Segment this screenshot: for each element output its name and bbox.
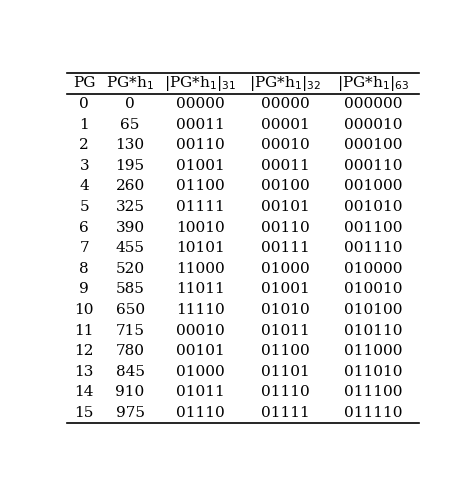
Text: 01100: 01100 <box>176 180 225 193</box>
Text: 001110: 001110 <box>344 241 402 255</box>
Text: 11: 11 <box>74 324 94 337</box>
Text: 780: 780 <box>116 344 145 358</box>
Text: 00000: 00000 <box>176 97 225 111</box>
Text: 390: 390 <box>116 221 145 235</box>
Text: 000100: 000100 <box>344 138 402 152</box>
Text: 01111: 01111 <box>176 200 225 214</box>
Text: 455: 455 <box>116 241 145 255</box>
Text: 10: 10 <box>74 303 94 317</box>
Text: 000110: 000110 <box>344 159 402 173</box>
Text: 1: 1 <box>79 118 89 132</box>
Text: 8: 8 <box>80 262 89 276</box>
Text: 00111: 00111 <box>261 241 310 255</box>
Text: 9: 9 <box>79 282 89 296</box>
Text: 00110: 00110 <box>261 221 310 235</box>
Text: 910: 910 <box>116 385 145 399</box>
Text: 010110: 010110 <box>344 324 402 337</box>
Text: 10010: 10010 <box>176 221 225 235</box>
Text: 975: 975 <box>116 406 145 420</box>
Text: 010100: 010100 <box>344 303 402 317</box>
Text: 01000: 01000 <box>261 262 310 276</box>
Text: 011010: 011010 <box>344 365 402 379</box>
Text: 011110: 011110 <box>344 406 402 420</box>
Text: 520: 520 <box>116 262 145 276</box>
Text: 01000: 01000 <box>176 365 225 379</box>
Text: |PG*h$_1$|$_{63}$: |PG*h$_1$|$_{63}$ <box>337 74 410 93</box>
Text: 01011: 01011 <box>261 324 310 337</box>
Text: 11110: 11110 <box>176 303 225 317</box>
Text: 01011: 01011 <box>176 385 225 399</box>
Text: 01010: 01010 <box>261 303 310 317</box>
Text: 01110: 01110 <box>176 406 225 420</box>
Text: 3: 3 <box>80 159 89 173</box>
Text: 010010: 010010 <box>344 282 402 296</box>
Text: 195: 195 <box>116 159 145 173</box>
Text: |PG*h$_1$|$_{32}$: |PG*h$_1$|$_{32}$ <box>249 74 321 93</box>
Text: PG*h$_1$: PG*h$_1$ <box>106 75 154 92</box>
Text: 011000: 011000 <box>344 344 402 358</box>
Text: 01100: 01100 <box>261 344 310 358</box>
Text: 01110: 01110 <box>261 385 310 399</box>
Text: 001000: 001000 <box>344 180 402 193</box>
Text: 845: 845 <box>116 365 145 379</box>
Text: 6: 6 <box>79 221 89 235</box>
Text: 00000: 00000 <box>261 97 310 111</box>
Text: 13: 13 <box>74 365 94 379</box>
Text: 000000: 000000 <box>344 97 402 111</box>
Text: 00010: 00010 <box>261 138 310 152</box>
Text: 715: 715 <box>116 324 145 337</box>
Text: 10101: 10101 <box>176 241 225 255</box>
Text: 01111: 01111 <box>261 406 310 420</box>
Text: 65: 65 <box>120 118 140 132</box>
Text: 260: 260 <box>116 180 145 193</box>
Text: 00011: 00011 <box>261 159 310 173</box>
Text: 00011: 00011 <box>176 118 225 132</box>
Text: 00101: 00101 <box>176 344 225 358</box>
Text: 130: 130 <box>116 138 145 152</box>
Text: 000010: 000010 <box>344 118 402 132</box>
Text: PG: PG <box>73 76 95 91</box>
Text: 01001: 01001 <box>261 282 310 296</box>
Text: 00110: 00110 <box>176 138 225 152</box>
Text: 00010: 00010 <box>176 324 225 337</box>
Text: 7: 7 <box>80 241 89 255</box>
Text: 01101: 01101 <box>261 365 310 379</box>
Text: 14: 14 <box>74 385 94 399</box>
Text: 001010: 001010 <box>344 200 402 214</box>
Text: 11000: 11000 <box>176 262 225 276</box>
Text: 325: 325 <box>116 200 145 214</box>
Text: 4: 4 <box>79 180 89 193</box>
Text: 001100: 001100 <box>344 221 402 235</box>
Text: 585: 585 <box>116 282 145 296</box>
Text: |PG*h$_1$|$_{31}$: |PG*h$_1$|$_{31}$ <box>164 74 237 93</box>
Text: 010000: 010000 <box>344 262 402 276</box>
Text: 2: 2 <box>79 138 89 152</box>
Text: 00101: 00101 <box>261 200 310 214</box>
Text: 5: 5 <box>80 200 89 214</box>
Text: 011100: 011100 <box>344 385 402 399</box>
Text: 00001: 00001 <box>261 118 310 132</box>
Text: 0: 0 <box>79 97 89 111</box>
Text: 0: 0 <box>125 97 135 111</box>
Text: 650: 650 <box>116 303 145 317</box>
Text: 15: 15 <box>74 406 94 420</box>
Text: 12: 12 <box>74 344 94 358</box>
Text: 01001: 01001 <box>176 159 225 173</box>
Text: 11011: 11011 <box>176 282 225 296</box>
Text: 00100: 00100 <box>261 180 310 193</box>
